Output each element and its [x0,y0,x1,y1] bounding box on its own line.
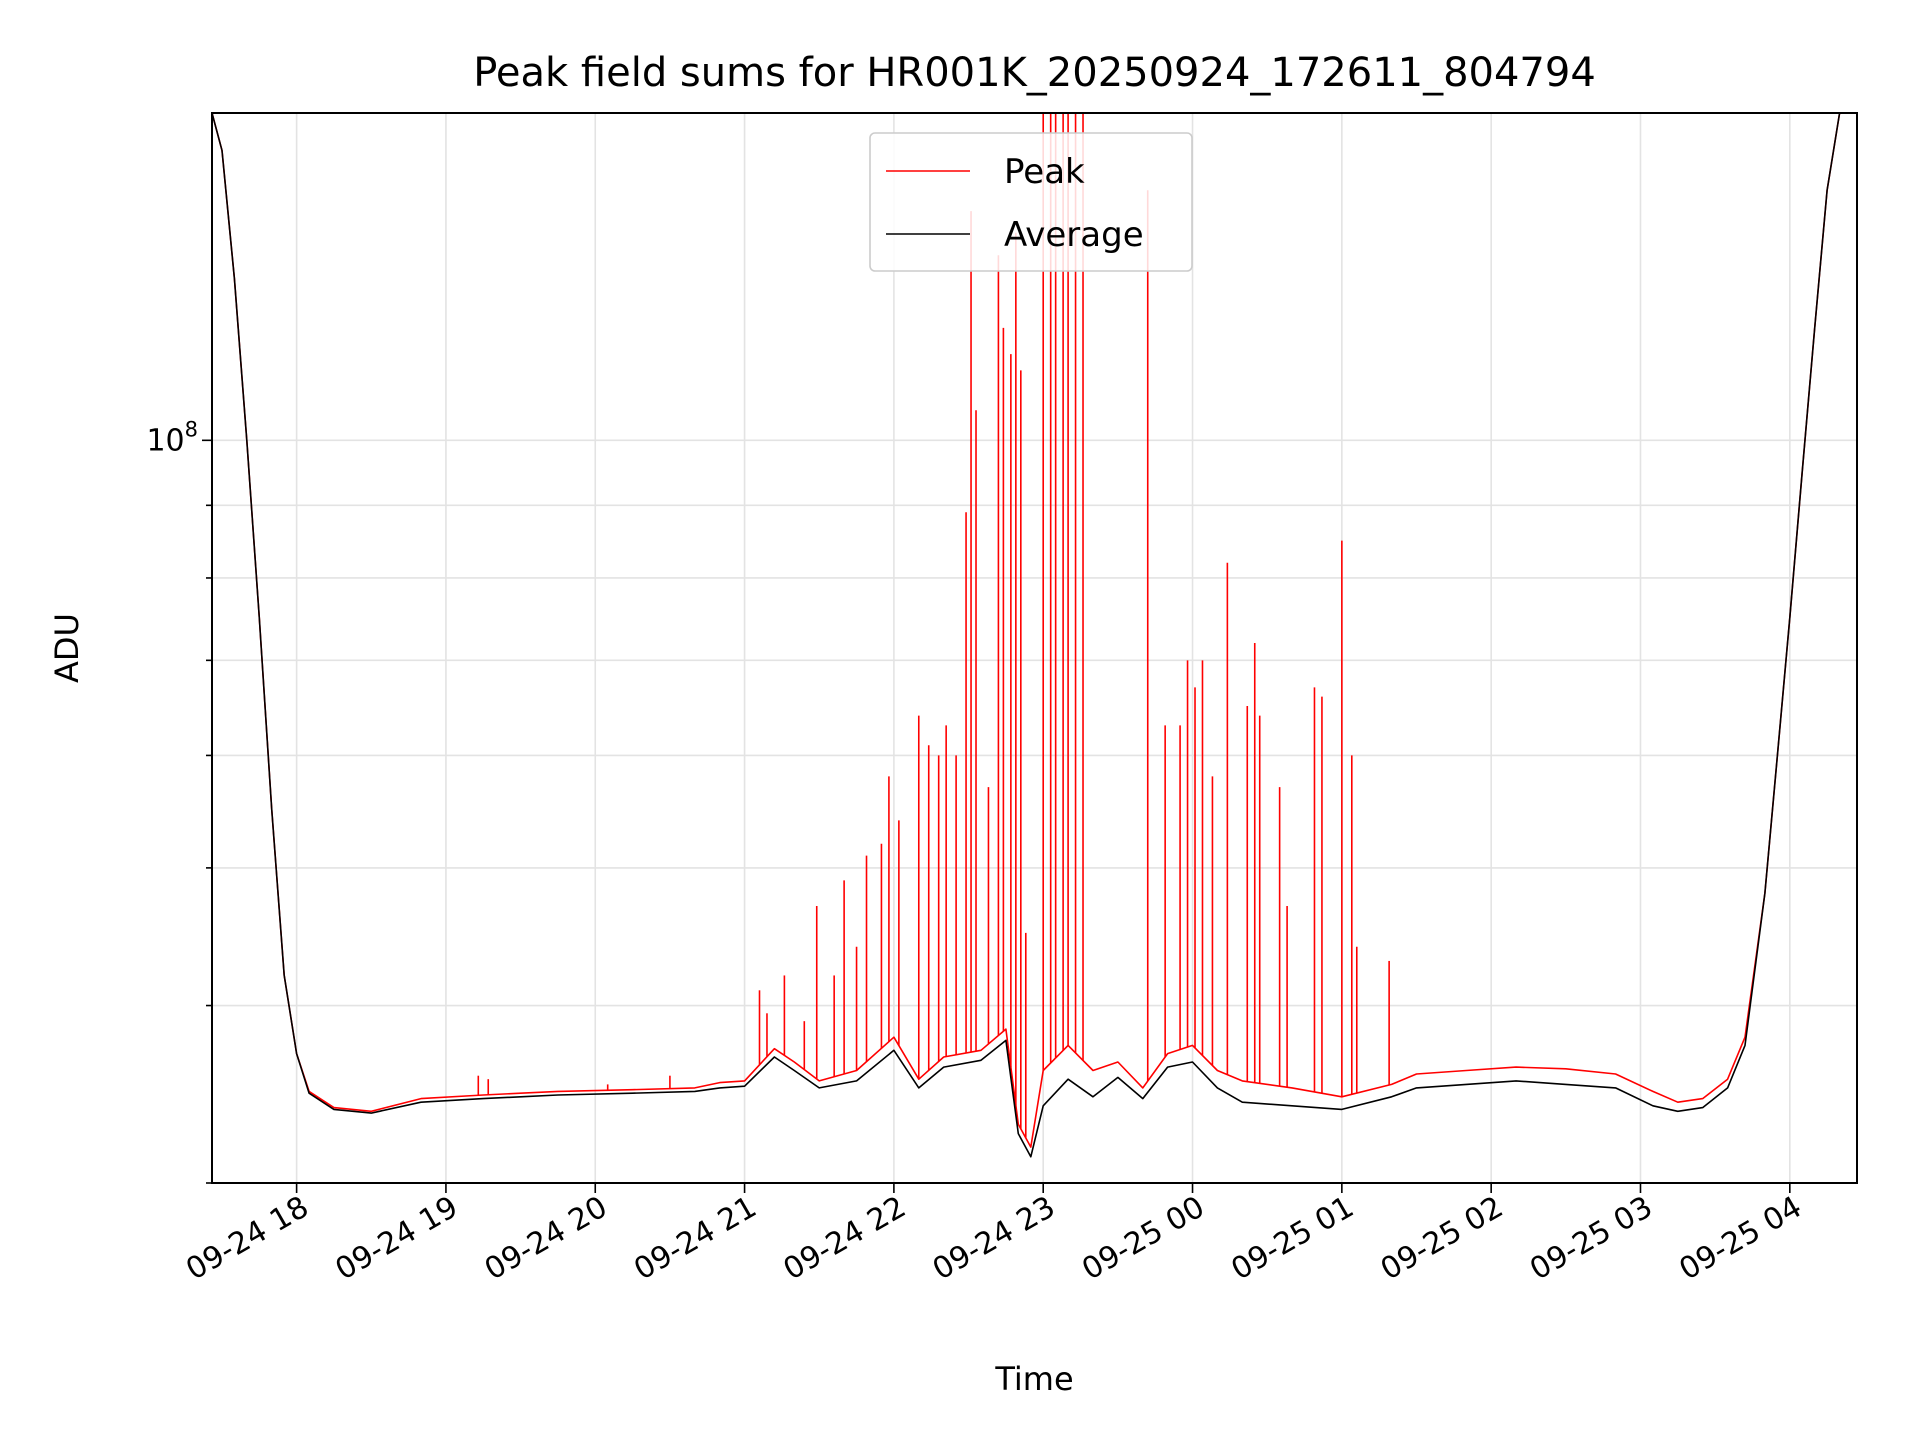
grid-lines [212,113,1857,1184]
peak-series-line [212,113,1841,1148]
legend: Peak Average [869,132,1193,272]
average-series-line [212,113,1841,1158]
y-tick-base: 10 [146,423,184,458]
y-tick-label: 108 [146,417,198,458]
y-axis: 108 [146,417,212,1184]
axes-frame [211,112,1858,1184]
plot-area [212,113,1841,1158]
legend-label: Average [1004,215,1144,255]
legend-label: Peak [1004,152,1085,192]
y-tick-exponent: 8 [185,417,198,441]
legend-box [869,132,1193,272]
y-axis-label: ADU [48,613,86,683]
chart-title: Peak field sums for HR001K_20250924_1726… [473,50,1596,96]
x-axis-label: Time [994,1360,1073,1398]
